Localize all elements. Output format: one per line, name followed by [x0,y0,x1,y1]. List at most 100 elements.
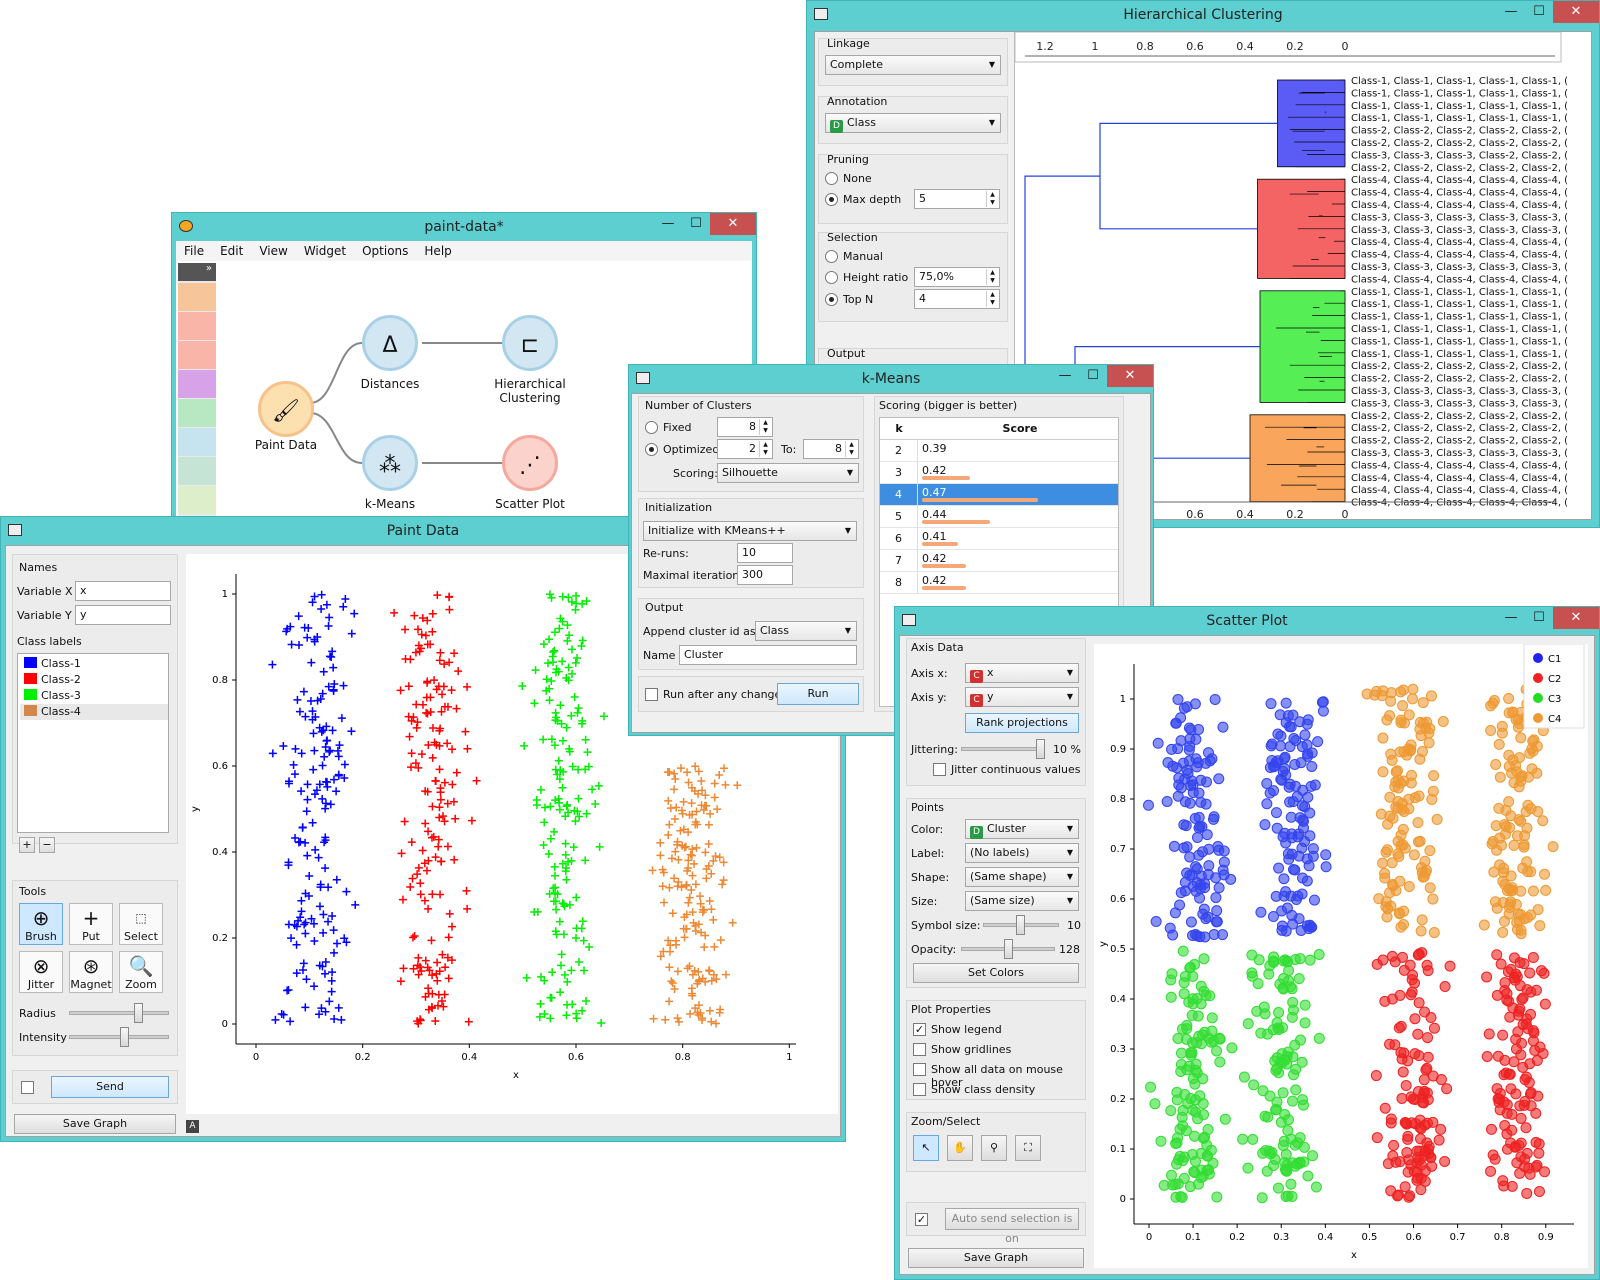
varx-input[interactable]: x [75,581,171,601]
toolbox-model-icon[interactable] [178,341,216,369]
pruning-maxdepth-radio[interactable] [825,193,838,206]
score-row[interactable]: 5 0.44 [880,506,1118,528]
add-class-button[interactable]: + [19,837,35,853]
auto-send-button[interactable]: Auto send selection is on [945,1208,1079,1245]
symsize-slider[interactable] [983,915,1059,935]
toolbox-other-icon[interactable] [178,486,216,514]
menu-view[interactable]: View [259,244,288,258]
pan-mode-button[interactable]: ✋ [947,1135,973,1161]
score-row[interactable]: 6 0.41 [880,528,1118,550]
jittering-slider-handle[interactable] [1036,739,1045,759]
class-list-item[interactable]: Class-4 [20,704,168,720]
show-density-checkbox[interactable] [913,1083,926,1096]
score-row[interactable]: 2 0.39 [880,440,1118,462]
label-combo[interactable]: (No labels) [965,843,1079,863]
select-mode-button[interactable]: ↖ [913,1135,939,1161]
menu-options[interactable]: Options [362,244,409,258]
menu-widget[interactable]: Widget [303,244,347,258]
toolbox-visualize-icon[interactable] [178,312,216,340]
class-list-item[interactable]: Class-1 [20,656,168,672]
scatter-plot-svg[interactable]: 0 0.1 0.2 0.3 0.4 0.5 0.6 0.7 0.8 0.9 0 0.1 0.2 0.3 0.… [1094,643,1588,1268]
from-spin[interactable]: 2 [717,439,773,459]
class-list-item[interactable]: Class-2 [20,672,168,688]
report-icon[interactable]: A [186,1120,199,1133]
pd-save-graph-button[interactable]: Save Graph [14,1114,176,1134]
to-spin[interactable]: 8 [803,439,859,459]
sp-save-graph-button[interactable]: Save Graph [908,1248,1084,1268]
hc-titlebar[interactable]: Hierarchical Clustering [807,1,1599,29]
maxiter-input[interactable]: 300 [737,565,793,585]
sel-height-radio[interactable] [825,271,838,284]
score-row[interactable]: 7 0.42 [880,550,1118,572]
symsize-slider-handle[interactable] [1016,915,1025,935]
size-combo[interactable]: (Same size) [965,891,1079,911]
intensity-slider-handle[interactable] [120,1027,129,1047]
fixed-spin[interactable]: 8 [717,417,773,437]
jitter-continuous-checkbox[interactable] [933,763,946,776]
class-list-item[interactable]: Class-3 [20,688,168,704]
paint-plot-area[interactable]: 0 0.2 0.4 0.6 0.8 1 0 0.2 0.4 0.6 0.8 1 x y [186,554,838,1114]
minimize-icon[interactable]: — [1504,4,1518,19]
maximize-icon[interactable]: ☐ [690,216,702,231]
close-icon[interactable]: ✕ [710,213,756,235]
minimize-icon[interactable]: — [661,216,675,231]
append-combo[interactable]: Class [755,621,857,641]
put-tool-button[interactable]: + Put [69,903,113,945]
radius-slider[interactable] [69,1003,169,1023]
maximize-icon[interactable]: ☐ [1087,368,1099,383]
linkage-combo[interactable]: Complete [825,55,1001,75]
jitter-tool-button[interactable]: ⊗ Jitter [19,951,63,993]
scatter-node[interactable]: ⋰ [502,435,558,491]
pruning-none-radio[interactable] [825,172,838,185]
menu-file[interactable]: File [184,244,205,258]
toolbox-scatter-icon[interactable] [178,370,216,398]
show-legend-checkbox[interactable]: ✓ [913,1023,926,1036]
height-ratio-spin[interactable]: 75,0% [914,267,1000,287]
shape-combo[interactable]: (Same shape) [965,867,1079,887]
opacity-slider[interactable] [961,939,1055,959]
run-button[interactable]: Run [777,683,859,705]
maximize-icon[interactable]: ☐ [1533,610,1545,625]
toolbox-unsupervised-icon[interactable] [178,399,216,427]
menu-help[interactable]: Help [424,244,452,258]
topn-spin[interactable]: 4 [914,289,1000,309]
kmeans-node[interactable]: ⁂ [362,435,418,491]
maximize-icon[interactable]: ☐ [1533,4,1545,19]
select-tool-button[interactable]: ⬚ Select [119,903,163,945]
brush-tool-button[interactable]: ⊕ Brush [19,903,63,945]
hierarchical-node[interactable]: ⊏ [502,315,558,371]
fixed-radio[interactable] [645,421,658,434]
annotation-combo[interactable]: D Class [825,113,1001,133]
intensity-slider[interactable] [69,1027,169,1047]
paint-data-node[interactable]: 🖌 [258,381,314,437]
set-colors-button[interactable]: Set Colors [913,963,1079,983]
scoring-combo[interactable]: Silhouette [717,463,859,483]
dendrogram-svg[interactable]: 1.2 1 0.8 0.6 0.4 0.2 0 Class-1, Class-1, Class… [1015,32,1595,521]
toolbox-evaluate-icon[interactable] [178,457,216,485]
radius-slider-handle[interactable] [134,1003,143,1023]
show-all-data-checkbox[interactable] [913,1063,926,1076]
zoom-tool-button[interactable]: 🔍 Zoom [119,951,163,993]
remove-class-button[interactable]: − [39,837,55,853]
toolbox-kmeans-icon[interactable] [178,428,216,456]
close-icon[interactable]: ✕ [1553,607,1599,629]
sp-auto-send-checkbox[interactable]: ✓ [915,1213,928,1226]
sp-titlebar[interactable]: Scatter Plot [895,607,1599,635]
toolbox-data-icon[interactable] [178,283,216,311]
minimize-icon[interactable]: — [1504,610,1518,625]
zoom-mode-button[interactable]: ⚲ [981,1135,1007,1161]
send-button[interactable]: Send [51,1076,169,1098]
collapse-toolbox-button[interactable]: » [178,263,216,281]
class-list[interactable]: Class-1 Class-2 Class-3 Class-4 [17,653,169,833]
score-row[interactable]: 3 0.42 [880,462,1118,484]
opacity-slider-handle[interactable] [1004,939,1013,959]
pd-titlebar[interactable]: Paint Data [1,517,845,545]
score-row[interactable]: 8 0.42 [880,572,1118,594]
cluster-name-input[interactable]: Cluster [679,645,857,665]
maxdepth-spin[interactable]: 5 [914,189,1000,209]
auto-send-checkbox[interactable] [21,1081,34,1094]
jittering-slider[interactable] [961,739,1045,759]
score-row[interactable]: 4 0.47 [880,484,1118,506]
